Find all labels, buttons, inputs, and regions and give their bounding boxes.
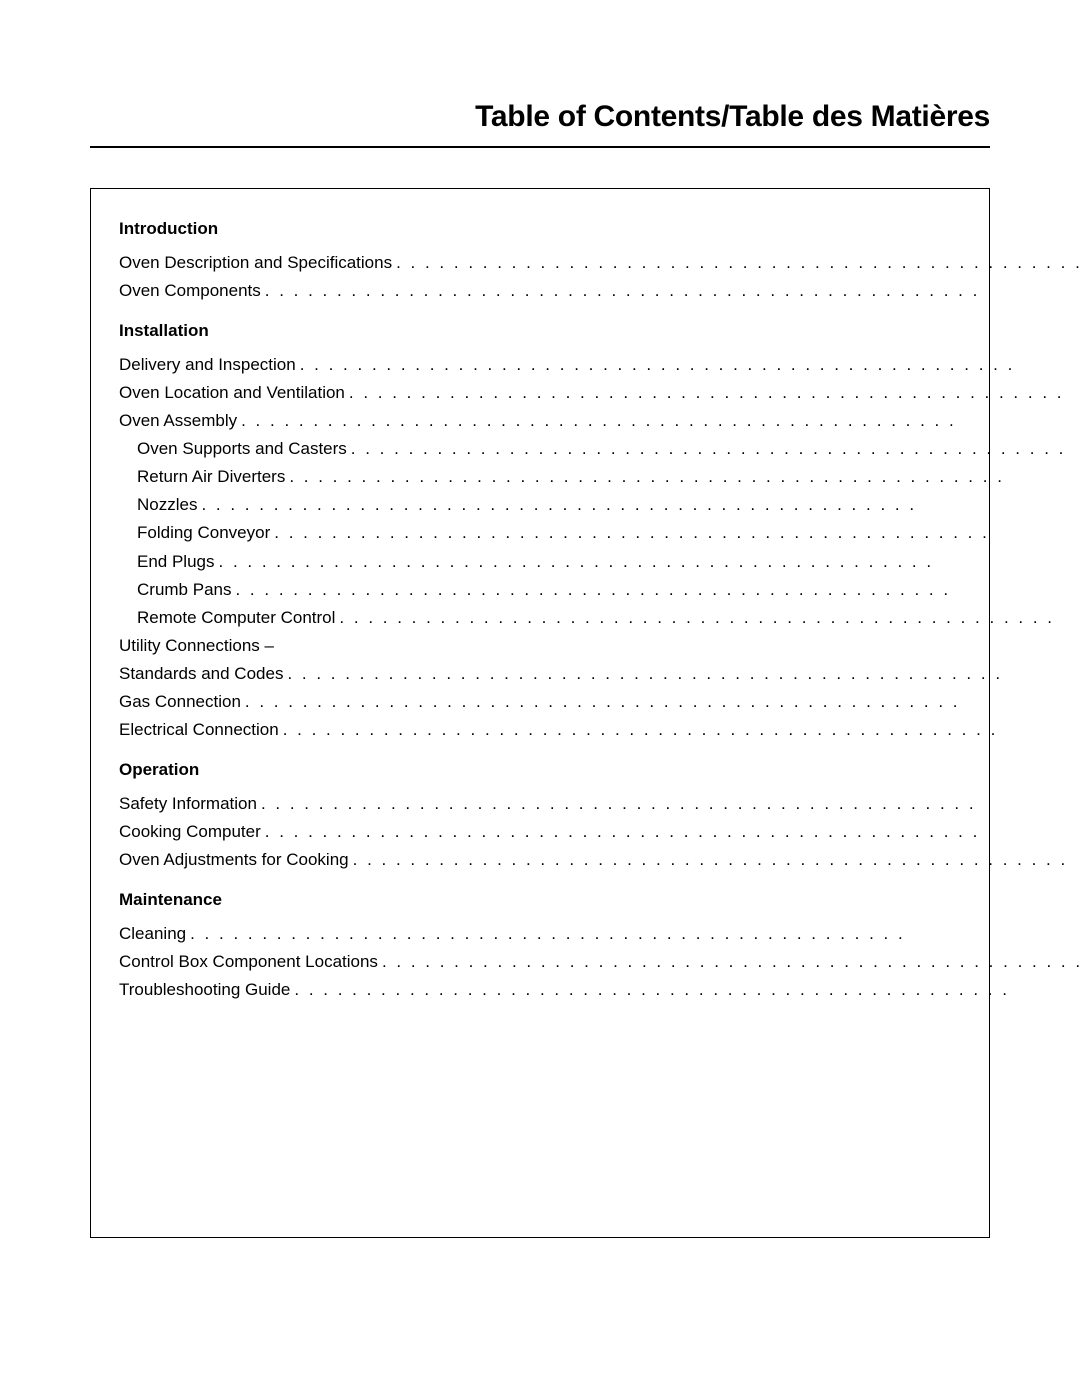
toc-entry: Cleaning19 bbox=[119, 920, 1080, 948]
toc-entry-label: Return Air Diverters bbox=[119, 463, 285, 491]
toc-leader-dots bbox=[279, 716, 1080, 744]
toc-entry-label: Cooking Computer bbox=[119, 818, 261, 846]
page-title: Table of Contents/Table des Matières bbox=[90, 100, 990, 148]
toc-leader-dots bbox=[347, 435, 1080, 463]
toc-entry-label: Oven Components bbox=[119, 277, 261, 305]
toc-leader-dots bbox=[241, 688, 1080, 716]
toc-entry-label: Cleaning bbox=[119, 920, 186, 948]
toc-leader-dots bbox=[285, 463, 1080, 491]
toc-leader-dots bbox=[237, 407, 1080, 435]
toc-entry: Cooking Computer16 bbox=[119, 818, 1080, 846]
toc-entry-label: Nozzles bbox=[119, 491, 197, 519]
toc-entry-label: Troubleshooting Guide bbox=[119, 976, 290, 1004]
toc-entry: Oven Components3 bbox=[119, 277, 1080, 305]
toc-leader-dots bbox=[186, 920, 1080, 948]
toc-leader-dots bbox=[296, 351, 1080, 379]
toc-entry-label: Control Box Component Locations bbox=[119, 948, 378, 976]
toc-entry-label: Folding Conveyor bbox=[119, 519, 270, 547]
toc-leader-dots bbox=[290, 976, 1080, 1004]
toc-entry: Crumb Pans9 bbox=[119, 576, 1080, 604]
toc-entry: Electrical Connection14 bbox=[119, 716, 1080, 744]
toc-entry: Oven Assembly6 bbox=[119, 407, 1080, 435]
toc-entry: Control Box Component Locations22 bbox=[119, 948, 1080, 976]
toc-entry: Folding Conveyor8 bbox=[119, 519, 1080, 547]
toc-entry: Oven Location and Ventilation5 bbox=[119, 379, 1080, 407]
toc-leader-dots bbox=[261, 277, 1080, 305]
toc-entry: Utility Connections – bbox=[119, 632, 1080, 660]
toc-leader-dots bbox=[392, 249, 1080, 277]
toc-entry-label: Oven Supports and Casters bbox=[119, 435, 347, 463]
toc-entry: Delivery and Inspection4 bbox=[119, 351, 1080, 379]
toc-entry-label: Standards and Codes bbox=[119, 660, 283, 688]
toc-entry-label: Utility Connections – bbox=[119, 632, 274, 660]
toc-leader-dots bbox=[197, 491, 1080, 519]
toc-leader-dots bbox=[231, 576, 1080, 604]
toc-section-heading: Installation bbox=[119, 317, 1080, 345]
toc-entry: Safety Information15 bbox=[119, 790, 1080, 818]
toc-entry-label: Oven Location and Ventilation bbox=[119, 379, 345, 407]
toc-leader-dots bbox=[335, 604, 1080, 632]
toc-entry-label: End Plugs bbox=[119, 548, 215, 576]
toc-entry-label: Crumb Pans bbox=[119, 576, 231, 604]
toc-section-heading: Maintenance bbox=[119, 886, 1080, 914]
toc-leader-dots bbox=[378, 948, 1080, 976]
toc-entry: End Plugs9 bbox=[119, 548, 1080, 576]
toc-entry-label: Electrical Connection bbox=[119, 716, 279, 744]
toc-column-left: Introduction Oven Description and Specifi… bbox=[119, 215, 1080, 1197]
toc-entry: Gas Connection11 bbox=[119, 688, 1080, 716]
toc-entry: Remote Computer Control9 bbox=[119, 604, 1080, 632]
toc-entry-label: Gas Connection bbox=[119, 688, 241, 716]
toc-entry-label: Safety Information bbox=[119, 790, 257, 818]
toc-entry-label: Remote Computer Control bbox=[119, 604, 335, 632]
toc-leader-dots bbox=[270, 519, 1080, 547]
toc-entry: Nozzles7 bbox=[119, 491, 1080, 519]
toc-leader-dots bbox=[257, 790, 1080, 818]
toc-entry-label: Delivery and Inspection bbox=[119, 351, 296, 379]
toc-leader-dots bbox=[215, 548, 1080, 576]
toc-entry-label: Oven Assembly bbox=[119, 407, 237, 435]
toc-entry: Oven Adjustments for Cooking18 bbox=[119, 846, 1080, 874]
toc-entry-label: Oven Description and Specifications bbox=[119, 249, 392, 277]
toc-entry: Standards and Codes10 bbox=[119, 660, 1080, 688]
toc-entry: Oven Description and Specifications2 bbox=[119, 249, 1080, 277]
toc-section-heading: Introduction bbox=[119, 215, 1080, 243]
toc-leader-dots bbox=[349, 846, 1080, 874]
toc-leader-dots bbox=[345, 379, 1080, 407]
toc-entry: Troubleshooting Guide23 bbox=[119, 976, 1080, 1004]
toc-entry-label: Oven Adjustments for Cooking bbox=[119, 846, 349, 874]
toc-leader-dots bbox=[261, 818, 1080, 846]
toc-entry: Oven Supports and Casters6 bbox=[119, 435, 1080, 463]
toc-section-heading: Operation bbox=[119, 756, 1080, 784]
document-page: Table of Contents/Table des Matières Int… bbox=[0, 0, 1080, 1397]
toc-entry: Return Air Diverters7 bbox=[119, 463, 1080, 491]
toc-leader-dots bbox=[283, 660, 1080, 688]
toc-frame: IntroductionOven Description and Specifi… bbox=[90, 188, 990, 1238]
